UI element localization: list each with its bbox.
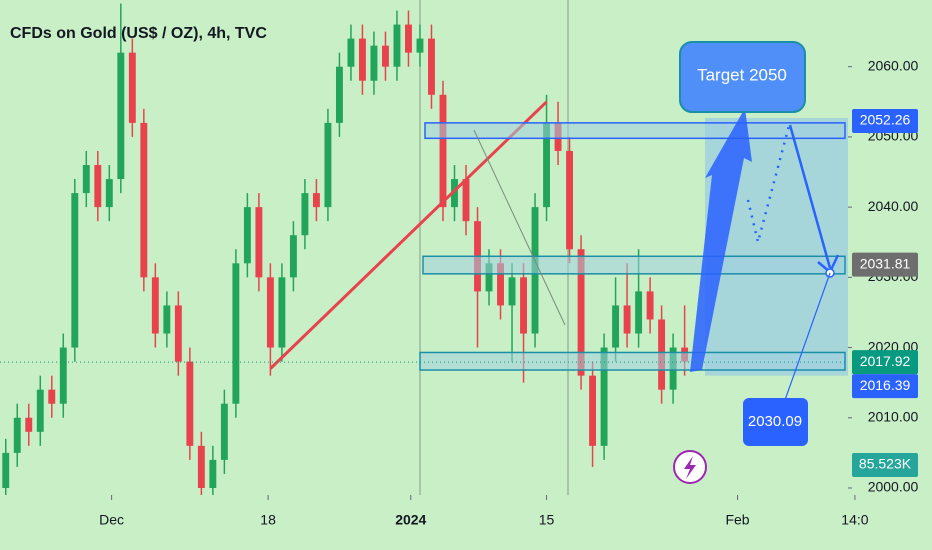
price-callout-text: 2030.09	[748, 413, 802, 430]
x-tick-label: Feb	[725, 512, 749, 528]
price-tag	[852, 374, 918, 399]
candle-body	[266, 277, 274, 348]
candle-body	[312, 193, 320, 208]
candle-body	[520, 277, 527, 334]
big-arrow	[690, 108, 752, 372]
x-tick-label: 18	[260, 512, 276, 528]
volume-tag	[852, 453, 918, 477]
candle-body	[623, 305, 631, 334]
candle-body	[59, 347, 67, 404]
candle-body	[370, 45, 378, 81]
candle-body	[485, 263, 493, 292]
price-tag	[852, 109, 918, 134]
candle-body	[13, 417, 21, 453]
candle-body	[635, 291, 643, 334]
candle-body	[255, 207, 263, 278]
candle-body	[232, 263, 240, 404]
candle-body	[82, 165, 90, 194]
candle-body	[48, 389, 56, 404]
candle-body	[220, 403, 228, 460]
lightning-bolt	[684, 456, 696, 479]
zone	[419, 351, 846, 371]
price-callout	[743, 398, 808, 446]
candle-body	[289, 235, 297, 278]
callout-line	[784, 272, 831, 401]
candle-body	[600, 347, 608, 446]
candle-body	[405, 24, 412, 53]
x-tick-label: 14:0	[841, 512, 868, 528]
x-tick-label: Dec	[99, 512, 124, 528]
price-tag-label: 2031.81	[860, 255, 911, 271]
candle-body	[416, 38, 424, 53]
target-callout	[679, 41, 806, 113]
target-text: Target 2050	[697, 65, 787, 84]
candle-body	[382, 45, 389, 67]
volume-tag-label: 85.523K	[859, 456, 912, 472]
candle-body	[71, 193, 79, 348]
candle-body	[462, 179, 470, 222]
candle-body	[209, 459, 217, 488]
candle-body	[393, 24, 401, 67]
candle-body	[140, 122, 148, 278]
candle-body	[347, 38, 355, 67]
x-tick-label: 2024	[395, 512, 426, 528]
candle-body	[117, 52, 125, 180]
candle-body	[197, 445, 205, 488]
x-tick-label: 15	[539, 512, 555, 528]
candle-body	[128, 52, 136, 123]
candle-body	[439, 94, 447, 208]
y-tick-label: 2000.00	[868, 479, 919, 495]
price-tag-label: 2016.39	[860, 377, 911, 393]
candle-body	[646, 291, 654, 320]
candle-body	[36, 389, 44, 432]
candle-body	[278, 277, 286, 348]
y-tick-label: 2040.00	[868, 198, 919, 214]
candle-body	[324, 122, 332, 208]
candle-body	[25, 417, 33, 432]
candle-body	[105, 179, 113, 208]
candle-body	[566, 150, 574, 250]
candle-body	[186, 361, 194, 446]
candle-body	[243, 207, 251, 264]
price-tag-label: 2017.92	[860, 353, 911, 369]
candle-body	[163, 305, 171, 334]
trend-line	[269, 100, 548, 370]
helper-line	[473, 129, 566, 326]
candle-body	[94, 165, 102, 208]
candle-body	[428, 38, 435, 95]
candle-body	[451, 179, 458, 208]
candle-body	[358, 38, 366, 81]
candle-body	[301, 193, 309, 236]
candle-body	[174, 305, 182, 362]
projection-line	[788, 124, 832, 269]
price-tag	[852, 252, 918, 277]
candle-body	[543, 122, 550, 208]
candle-body	[612, 305, 620, 348]
zone	[424, 122, 846, 140]
price-tag-label: 2052.26	[860, 112, 911, 128]
candle-body	[335, 66, 343, 123]
zone	[422, 255, 846, 275]
candle-body	[2, 452, 10, 488]
candle-body	[497, 263, 504, 306]
candle-body	[508, 277, 516, 306]
candle-body	[151, 277, 159, 334]
y-tick-label: 2060.00	[868, 57, 919, 73]
chart-title: CFDs on Gold (US$ / OZ), 4h, TVC	[10, 25, 267, 42]
price-tag	[852, 350, 918, 375]
candle-body	[589, 375, 597, 446]
candle-body	[577, 249, 585, 376]
y-tick-label: 2010.00	[868, 408, 919, 424]
